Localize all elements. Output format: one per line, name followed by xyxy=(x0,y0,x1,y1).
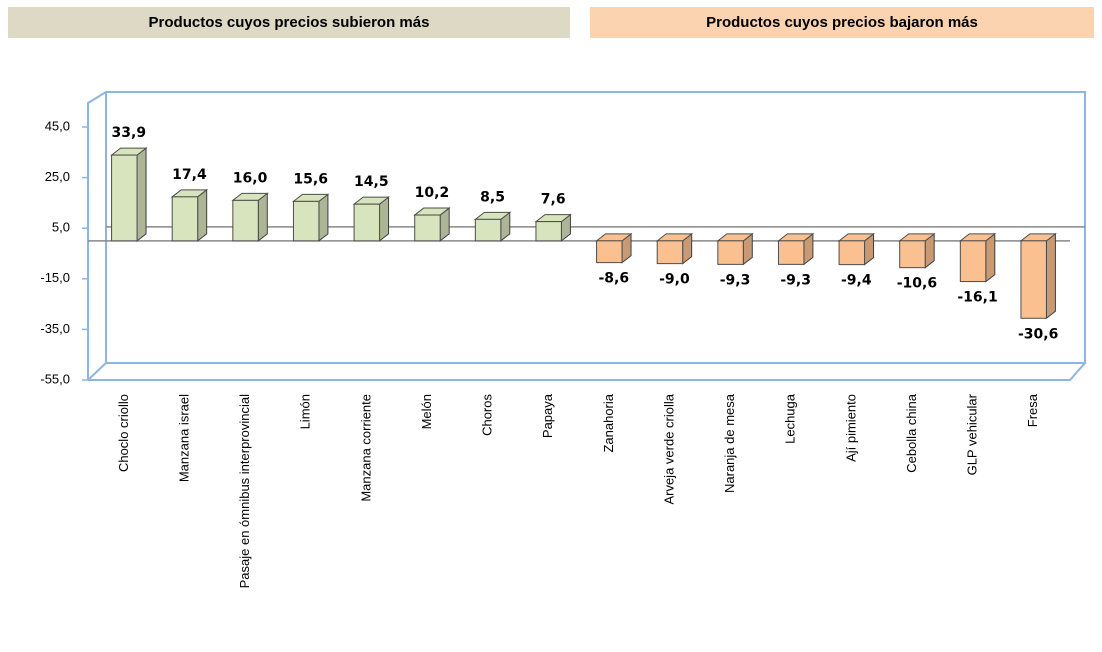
group-label: Productos cuyos precios subieron más xyxy=(149,14,430,31)
bar xyxy=(596,240,623,264)
bar-side xyxy=(257,192,268,242)
bar xyxy=(838,240,866,266)
y-tick-label: -55,0 xyxy=(40,371,70,386)
x-tick-label: Melón xyxy=(419,394,434,429)
x-tick-label: Arveja verde criolla xyxy=(661,393,676,504)
x-tick-label: GLP vehicular xyxy=(965,393,980,475)
group-header-right xyxy=(590,7,1094,38)
value-label: 8,5 xyxy=(480,189,505,205)
x-tick-label: Choclo criollo xyxy=(116,394,131,472)
bar xyxy=(656,240,684,265)
y-tick-label: -35,0 xyxy=(40,321,70,336)
value-label: -9,0 xyxy=(659,272,690,288)
bar-side xyxy=(136,147,147,242)
value-label: 33,9 xyxy=(112,125,147,141)
bar-side xyxy=(318,193,329,242)
x-tick-label: Ají pimiento xyxy=(843,394,858,462)
bar xyxy=(899,240,926,269)
value-label: 14,5 xyxy=(354,174,389,190)
x-tick-label: Lechuga xyxy=(783,393,798,444)
group-header-left xyxy=(8,7,570,38)
x-tick-label: Limón xyxy=(298,394,313,429)
bar-side xyxy=(985,232,996,283)
bar xyxy=(777,240,805,265)
bar-side xyxy=(1045,232,1056,320)
value-label: -9,3 xyxy=(780,272,811,288)
bar xyxy=(111,154,138,242)
bar-side xyxy=(197,188,208,242)
bar xyxy=(535,221,562,242)
x-tick-label: Cebolla china xyxy=(904,393,919,473)
value-label: 10,2 xyxy=(415,185,450,201)
value-label: 7,6 xyxy=(541,192,566,208)
y-tick-label: 25,0 xyxy=(45,169,70,184)
x-tick-label: Zanahoria xyxy=(601,393,616,452)
bar xyxy=(232,199,259,242)
y-tick-label: -15,0 xyxy=(40,270,70,285)
plot-frame xyxy=(87,91,1086,381)
value-label: -10,6 xyxy=(897,276,937,292)
bar xyxy=(717,240,744,265)
y-tick-label: 45,0 xyxy=(45,118,70,133)
value-label: -9,3 xyxy=(720,272,751,288)
x-tick-label: Choros xyxy=(480,394,495,436)
x-tick-label: Manzana israel xyxy=(176,394,191,482)
x-tick-label: Fresa xyxy=(1025,393,1040,427)
value-label: -30,6 xyxy=(1018,326,1058,342)
group-label: Productos cuyos precios bajaron más xyxy=(706,14,978,31)
value-label: 16,0 xyxy=(233,170,268,186)
value-label: -8,6 xyxy=(599,271,630,287)
value-label: -9,4 xyxy=(841,273,872,289)
y-tick-label: 5,0 xyxy=(52,220,70,235)
bar xyxy=(474,218,502,242)
x-tick-label: Manzana corriente xyxy=(358,394,373,502)
x-tick-label: Naranja de mesa xyxy=(722,393,737,493)
x-tick-label: Pasaje en ómnibus interprovincial xyxy=(237,394,252,588)
value-label: -16,1 xyxy=(957,290,997,306)
bar xyxy=(1020,240,1047,319)
bar xyxy=(414,214,441,242)
bar xyxy=(292,200,320,242)
value-label: 17,4 xyxy=(172,167,207,183)
value-label: 15,6 xyxy=(293,171,328,187)
x-tick-label: Papaya xyxy=(540,393,555,438)
bar xyxy=(353,203,381,242)
bar xyxy=(171,196,199,242)
bar xyxy=(959,240,987,283)
